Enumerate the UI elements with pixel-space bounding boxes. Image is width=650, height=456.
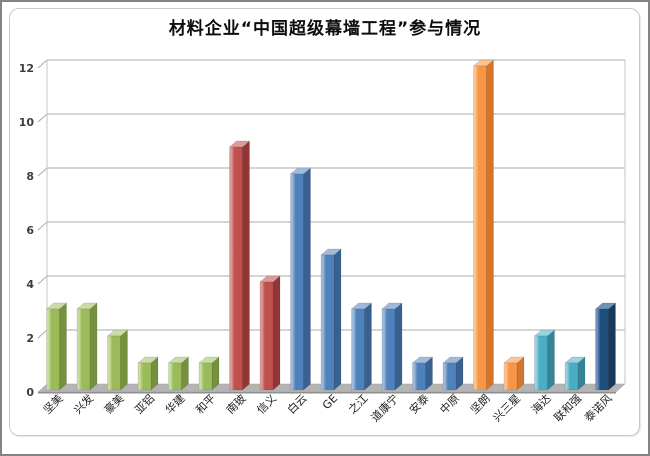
y-tick-label: 0: [26, 386, 34, 399]
bar-front-face: [76, 308, 91, 391]
bar-front-face: [503, 362, 518, 391]
y-tick-label: 6: [26, 224, 34, 237]
bar: [259, 275, 281, 391]
bar: [533, 329, 556, 391]
bar-front-face: [564, 362, 579, 391]
bar: [106, 329, 129, 391]
x-category-label: 亚铝: [132, 391, 157, 416]
bar-front-face: [351, 308, 365, 391]
bar-side-face: [547, 329, 555, 391]
bar-front-face: [168, 362, 182, 391]
bar-side-face: [364, 302, 372, 391]
bar-side-face: [59, 302, 67, 391]
bar: [45, 302, 68, 391]
x-category-label: 泰诺风: [581, 391, 614, 424]
x-category-label: 兴三星: [491, 392, 524, 425]
bar: [503, 356, 525, 391]
bar-front-face: [290, 173, 304, 391]
x-category-label: 坚朗: [468, 392, 493, 417]
bar-front-face: [259, 281, 274, 391]
bar: [289, 167, 312, 391]
bar-front-face: [107, 335, 121, 391]
y-tick-label: 8: [26, 170, 34, 183]
bar: [228, 140, 251, 391]
y-tick-label: 12: [19, 62, 34, 75]
bar-front-face: [137, 362, 152, 391]
bar: [137, 356, 159, 391]
bar: [167, 356, 190, 391]
bar-front-face: [473, 65, 487, 391]
bar: [472, 59, 495, 391]
x-category-label: 华建: [162, 391, 187, 416]
bar-side-face: [608, 302, 616, 391]
bar-front-face: [198, 362, 213, 391]
x-category-label: GE: [320, 392, 340, 412]
bar-front-face: [46, 308, 60, 391]
gridline-jog: [37, 113, 48, 123]
bar-front-face: [534, 335, 548, 391]
x-category-label: 海达: [528, 391, 553, 416]
bar-front-face: [381, 308, 396, 391]
gridline-jog: [37, 221, 48, 231]
x-category-label: 道康宁: [368, 391, 401, 424]
bar: [350, 302, 373, 391]
bar-side-face: [303, 167, 311, 391]
gridline-jog: [37, 59, 48, 69]
x-category-label: 联和强: [552, 392, 585, 425]
bar: [442, 356, 464, 391]
gridline-jog: [37, 167, 48, 177]
bar: [564, 356, 586, 391]
bar-front-face: [595, 308, 609, 391]
bar-front-face: [320, 254, 335, 391]
bar-side-face: [394, 302, 403, 391]
bar-front-face: [442, 362, 457, 391]
bar: [594, 302, 617, 391]
x-category-label: 和平: [193, 392, 218, 417]
bar-side-face: [272, 275, 281, 391]
x-category-label: 南玻: [224, 392, 249, 417]
x-category-label: 信义: [254, 392, 279, 417]
x-category-label: 兴发: [71, 391, 96, 416]
x-category-label: 安泰: [406, 391, 431, 416]
y-tick-label: 4: [26, 278, 34, 291]
x-category-label: 白云: [284, 391, 309, 416]
chart-title: 材料企业“中国超级幕墙工程”参与情况: [168, 19, 482, 39]
x-category-label: 之江: [345, 391, 370, 416]
bar: [320, 248, 342, 391]
bar-side-face: [333, 248, 342, 391]
x-category-label: 中原: [437, 392, 462, 417]
bar-side-face: [120, 329, 128, 391]
bar: [76, 302, 98, 391]
bar-side-face: [242, 140, 250, 391]
x-category-label: 坚美: [41, 392, 66, 417]
bar: [198, 356, 220, 391]
y-tick-label: 2: [26, 332, 34, 345]
y-tick-label: 10: [19, 116, 35, 129]
bar-side-face: [486, 59, 494, 391]
bar-side-face: [89, 302, 98, 391]
gridline-jog: [37, 275, 48, 285]
bar: [411, 356, 434, 391]
bar-front-face: [229, 146, 243, 391]
bar-front-face: [412, 362, 426, 391]
bar: [381, 302, 403, 391]
x-category-label: 豪美: [101, 391, 126, 416]
gridline-jog: [37, 329, 48, 339]
